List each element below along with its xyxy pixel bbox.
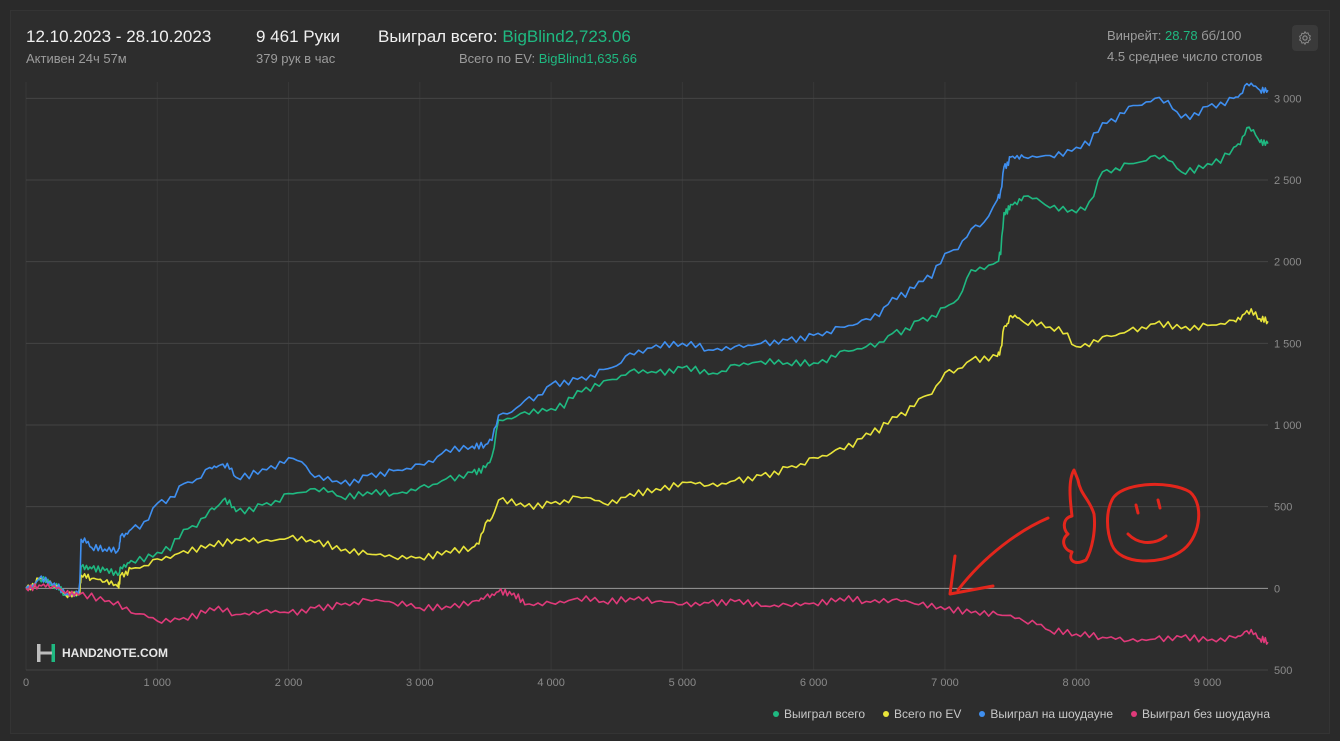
legend-dot: [979, 711, 986, 717]
y-tick-label: 1 000: [1274, 420, 1302, 432]
date-range: 12.10.2023 - 28.10.2023: [26, 27, 212, 46]
series-line-2: [25, 82, 1269, 598]
x-tick-label: 8 000: [1062, 677, 1090, 689]
annotation-smiley-mouth: [1126, 532, 1168, 544]
legend-item-0[interactable]: Выиграл всего: [772, 707, 866, 721]
series-line-0: [25, 126, 1269, 598]
legend-dot: [1131, 711, 1137, 717]
h2n-logo-icon: [37, 644, 55, 662]
y-tick-label: 500: [1274, 665, 1292, 677]
series-line-1: [25, 308, 1269, 599]
annotation-smiley-eye: [1156, 498, 1162, 510]
hand-drawn-annotation: [948, 468, 1201, 596]
active-time: Активен 24ч 57м: [26, 51, 127, 66]
legend-item-1[interactable]: Всего по EV: [883, 707, 961, 721]
x-tick-label: 9 000: [1194, 677, 1222, 689]
won-total-value: BigBlind2,723.06: [502, 27, 631, 46]
legend-label: Выиграл всего: [783, 707, 866, 721]
chart-ticks: 0 1 000 2 000 3 000 4 000 5 000 6 000 7 000 8 00…: [23, 93, 1302, 689]
h2n-logo: HAND2NOTE.COM: [36, 642, 168, 664]
avg-tables: 4.5 среднее число столов: [1107, 49, 1263, 64]
x-tick-label: 4 000: [537, 677, 565, 689]
legend-dot: [883, 711, 890, 717]
legend-label: Выиграл без шоудауна: [1142, 707, 1270, 721]
annotation-smiley-eye: [1134, 503, 1140, 515]
x-tick-label: 0: [23, 677, 29, 689]
annotation-arrow-head: [948, 554, 995, 596]
legend-label: Выиграл на шоудауне: [990, 707, 1113, 721]
ev-total-value: BigBlind1,635.66: [538, 51, 637, 66]
annotation-thumbs-up: [1062, 468, 1096, 564]
chart-legend: Выиграл всего Всего по EV Выиграл на шоуда…: [772, 707, 1270, 721]
logo-text: HAND2NOTE.COM: [62, 646, 169, 660]
winrate-unit: бб/100: [1201, 28, 1242, 43]
ev-total: Всего по EV: BigBlind1,635.66: [459, 51, 637, 66]
x-tick-label: 1 000: [144, 677, 172, 689]
annotation-smiley-face: [1106, 482, 1201, 563]
chart-grid: [25, 82, 1268, 671]
y-tick-label: 500: [1274, 502, 1292, 514]
y-tick-label: 1 500: [1274, 338, 1302, 350]
hands-count: 9 461 Руки: [256, 27, 341, 46]
won-total-label: Выиграл всего:: [378, 27, 498, 46]
winrate-label: Винрейт:: [1107, 28, 1162, 43]
y-tick-label: 3 000: [1274, 93, 1302, 105]
won-total: Выиграл всего: BigBlind2,723.06: [378, 27, 631, 47]
gear-icon: [1299, 31, 1311, 45]
x-tick-label: 7 000: [931, 677, 959, 689]
annotation-arrow-line: [956, 516, 1050, 592]
x-tick-label: 6 000: [800, 677, 828, 689]
x-tick-label: 2 000: [275, 677, 303, 689]
x-tick-label: 3 000: [406, 677, 434, 689]
chart-series: [25, 82, 1269, 645]
legend-item-2[interactable]: Выиграл на шоудауне: [979, 707, 1113, 721]
y-tick-label: 2 000: [1274, 257, 1302, 269]
x-tick-label: 5 000: [669, 677, 697, 689]
y-tick-label: 0: [1274, 583, 1280, 595]
legend-label: Всего по EV: [894, 707, 962, 721]
y-tick-label: 2 500: [1274, 175, 1302, 187]
winrate-value: 28.78: [1165, 28, 1198, 43]
legend-item-3[interactable]: Выиграл без шоудауна: [1131, 707, 1270, 721]
winrate: Винрейт: 28.78 бб/100: [1107, 28, 1241, 43]
settings-button[interactable]: [1292, 25, 1318, 51]
ev-total-label: Всего по EV:: [459, 51, 536, 66]
hands-per-hour: 379 рук в час: [256, 51, 336, 66]
series-line-3: [25, 583, 1269, 645]
legend-dot: [772, 711, 779, 717]
